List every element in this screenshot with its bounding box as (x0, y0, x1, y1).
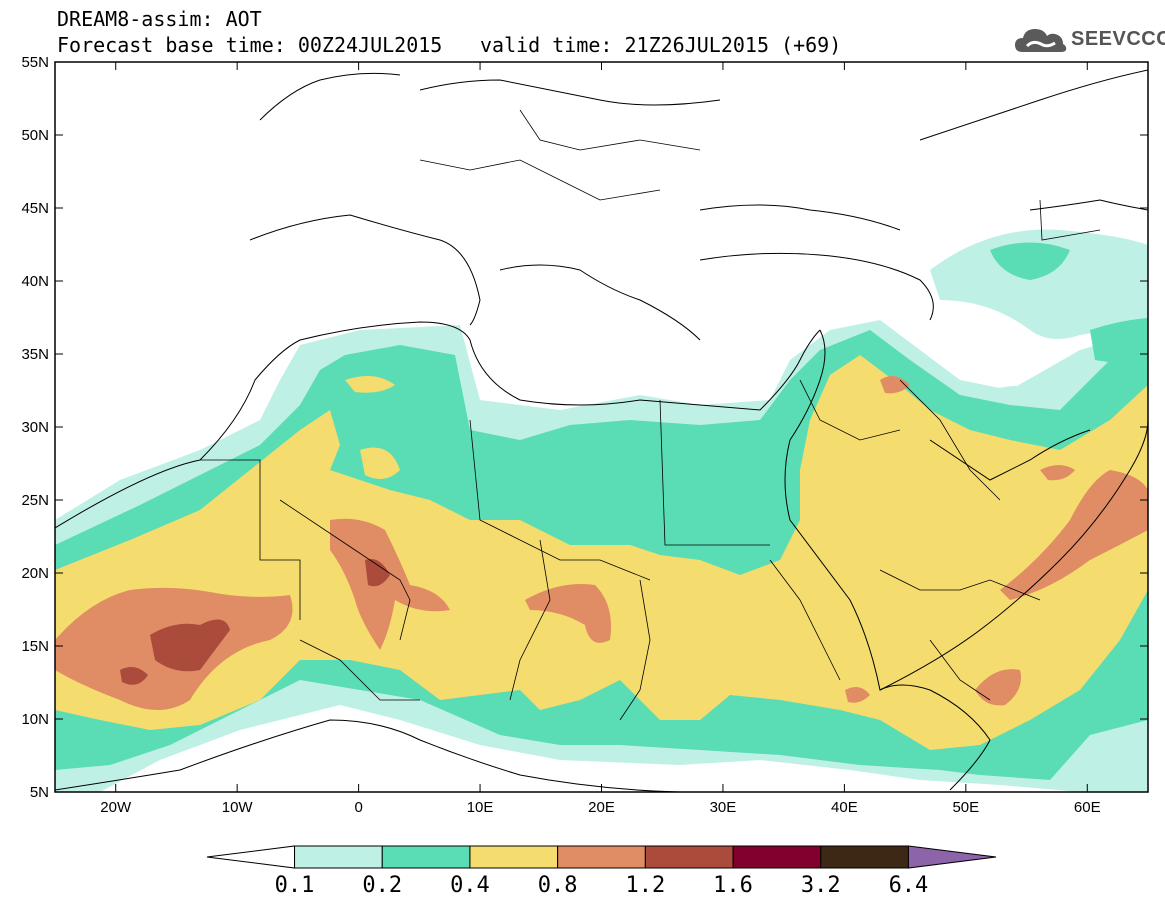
colorbar-label: 0.4 (450, 873, 490, 898)
colorbar-label: 0.1 (275, 873, 315, 898)
colorbar-label: 0.8 (538, 873, 578, 898)
colorbar-label: 1.2 (625, 873, 665, 898)
map-title: DREAM8-assim: AOT (57, 7, 262, 31)
coastlines (55, 69, 1148, 792)
lat-label: 20N (21, 565, 49, 582)
lat-label: 45N (21, 200, 49, 217)
lat-label: 5N (30, 784, 49, 801)
forecast-base-time: Forecast base time: 00Z24JUL2015 (57, 33, 443, 57)
seevccc-logo: SEEVCCC (1013, 24, 1165, 58)
colorbar-high-arrow (907, 845, 997, 869)
lon-label: 40E (831, 799, 858, 816)
lon-label: 60E (1074, 799, 1101, 816)
lat-label: 25N (21, 492, 49, 509)
colorbar-swatch (294, 845, 383, 869)
aot-contour-1.2 (120, 559, 390, 685)
aot-contour-0.4 (55, 355, 1148, 750)
lat-label: 10N (21, 711, 49, 728)
colorbar-label: 1.6 (713, 873, 753, 898)
aot-field (55, 62, 1148, 792)
lon-label: 20W (100, 799, 132, 816)
lat-label: 55N (21, 54, 49, 71)
lat-label: 35N (21, 346, 49, 363)
colorbar-swatch (820, 845, 909, 869)
lat-label: 15N (21, 638, 49, 655)
lon-label: 20E (588, 799, 615, 816)
colorbar-swatch (469, 845, 559, 869)
lon-label: 10W (222, 799, 254, 816)
colorbar: 0.1 0.2 0.4 0.8 1.2 1.6 3.2 6.4 (206, 845, 997, 898)
colorbar-label: 3.2 (801, 873, 841, 898)
valid-time: valid time: 21Z26JUL2015 (+69) (480, 33, 842, 57)
colorbar-swatch (732, 845, 822, 869)
lat-label: 50N (21, 127, 49, 144)
country-borders (200, 109, 1101, 721)
colorbar-swatch (557, 845, 646, 869)
colorbar-swatch (644, 845, 734, 869)
colorbar-swatch (381, 845, 471, 869)
lon-label: 30E (710, 799, 737, 816)
logo-text: SEEVCCC (1071, 28, 1165, 50)
colorbar-label: 0.2 (362, 873, 402, 898)
colorbar-label: 6.4 (889, 873, 929, 898)
longitude-axis: 20W 10W 0 10E 20E 30E 40E 50E 60E (100, 62, 1101, 816)
colorbar-low-arrow (206, 845, 296, 869)
lat-label: 30N (21, 419, 49, 436)
latitude-axis: 55N 50N 45N 40N 35N 30N 25N 20N 15N 10N 5N (21, 54, 1148, 801)
lon-label: 10E (467, 799, 494, 816)
lat-label: 40N (21, 273, 49, 290)
lon-label: 0 (354, 799, 362, 816)
cloud-icon (1015, 29, 1067, 52)
lon-label: 50E (952, 799, 979, 816)
